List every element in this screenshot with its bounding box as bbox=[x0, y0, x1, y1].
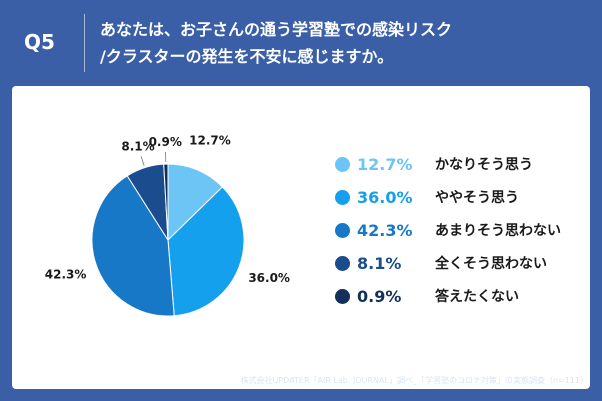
legend-swatch bbox=[335, 157, 350, 172]
chart-card: 12.7% 36.0% 42.3% 8.1% 0.9% 12.7% かなりそう思う 36… bbox=[12, 86, 590, 389]
legend-value: 12.7% bbox=[357, 155, 413, 174]
pie-data-label-5: 0.9% bbox=[149, 135, 182, 149]
pie-chart: 12.7% 36.0% 42.3% 8.1%0.9% bbox=[45, 133, 290, 317]
pie-slice-1 bbox=[167, 163, 224, 242]
pie-data-label-3: 42.3% bbox=[45, 267, 87, 281]
header: Q5 あなたは、お子さんの通う学習塾での感染リスク /クラスターの発生を不安に感… bbox=[0, 0, 602, 86]
question-title-line-1: あなたは、お子さんの通う学習塾での感染リスク bbox=[100, 20, 453, 39]
header-divider bbox=[84, 14, 85, 72]
legend-label: かなりそう思う bbox=[435, 157, 533, 173]
legend-value: 0.9% bbox=[357, 287, 402, 306]
pie-slice-2 bbox=[167, 186, 245, 317]
legend-swatch bbox=[335, 190, 350, 205]
legend-swatch bbox=[335, 256, 350, 271]
source-note: 株式会社UPDATER「AIR Lab. JOURNAL」調べ_「学習塾のコロナ… bbox=[240, 376, 588, 385]
legend-label: あまりそう思わない bbox=[435, 223, 561, 239]
legend-swatch bbox=[335, 223, 350, 238]
pie-data-label-4: 8.1% bbox=[121, 140, 154, 154]
legend-label: 全くそう思わない bbox=[435, 256, 547, 272]
pie-slice-5 bbox=[163, 163, 169, 241]
pie-data-label-2: 36.0% bbox=[248, 271, 290, 285]
legend-value: 42.3% bbox=[357, 221, 413, 240]
question-title: あなたは、お子さんの通う学習塾での感染リスク /クラスターの発生を不安に感じます… bbox=[100, 16, 590, 70]
pie-data-label-1: 12.7% bbox=[189, 133, 231, 147]
legend-value: 8.1% bbox=[357, 254, 402, 273]
pie-leader-line-4 bbox=[140, 156, 145, 166]
question-title-line-2: /クラスターの発生を不安に感じますか。 bbox=[100, 47, 394, 66]
question-number: Q5 bbox=[24, 30, 55, 54]
brand-logo: みんなエアー。 bbox=[14, 370, 132, 389]
pie-slice-3 bbox=[91, 175, 175, 317]
legend-label: ややそう思う bbox=[435, 190, 519, 206]
legend-swatch bbox=[335, 289, 350, 304]
legend-value: 36.0% bbox=[357, 188, 413, 207]
legend-label: 答えたくない bbox=[435, 289, 519, 305]
